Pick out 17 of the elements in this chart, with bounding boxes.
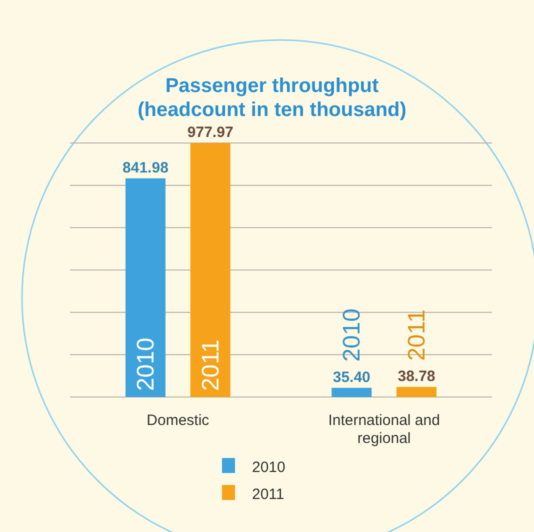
text: 2011 [404,309,431,361]
x-tick-label: International and regional [328,412,440,447]
text: 2011 [197,339,224,391]
chart-title: Passenger throughput (headcount in ten thousand) [138,75,406,121]
legend-label: 2010 [252,459,286,476]
bar [332,388,372,397]
data-label: 35.40 [332,368,370,386]
data-label: 38.78 [398,368,436,385]
data-label: 841.98 [122,159,168,176]
x-tick-label: Domestic [146,412,210,429]
text: 2010 [338,308,366,362]
bar [396,386,437,397]
bar [125,178,166,397]
legend-label: 2011 [252,486,284,503]
data-label: 977.97 [187,124,234,142]
text: 2010 [132,338,160,391]
bar [190,143,230,397]
